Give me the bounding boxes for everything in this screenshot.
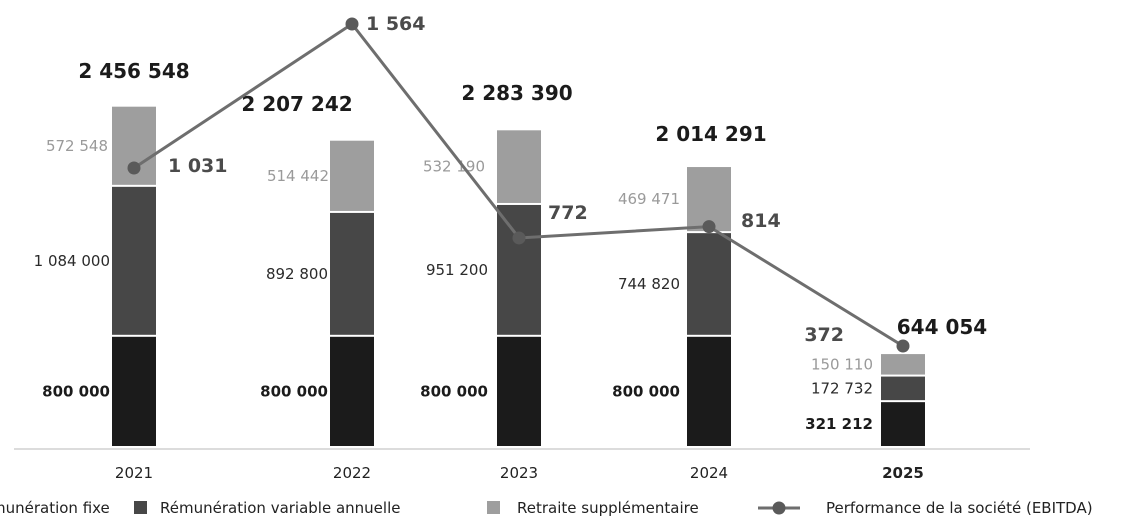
bar-segment-2022-1 [330, 336, 374, 446]
ebitda-label-2021: 1 031 [168, 155, 228, 177]
legend-label-3: Retraite supplémentaire [517, 499, 699, 517]
legend: Rémunération fixe Rémunération variable a… [0, 499, 1093, 517]
total-label-2025: 644 054 [897, 315, 987, 339]
segment-label-2024-2: 744 820 [618, 275, 680, 293]
total-label-2024: 2 014 291 [655, 122, 766, 146]
ebitda-point-2025 [896, 339, 910, 353]
segment-label-2023-2: 951 200 [426, 261, 488, 279]
x-tick-2021: 2021 [115, 464, 153, 482]
total-label-2022: 2 207 242 [241, 92, 352, 116]
segment-label-2024-1: 800 000 [612, 382, 680, 400]
segment-label-2021-3: 572 548 [46, 137, 108, 155]
bar-segment-2024-1 [687, 336, 731, 446]
ebitda-point-2023 [512, 231, 526, 245]
bar-segment-2021-1 [112, 336, 156, 446]
bar-segment-2023-1 [497, 336, 541, 446]
segment-labels-layer: 800 000 1 084 000 572 548 800 000 892 800 514… [34, 137, 873, 433]
legend-label-ebitda: Performance de la société (EBITDA) [826, 499, 1093, 517]
segment-label-2023-1: 800 000 [420, 382, 488, 400]
ebitda-point-2022 [345, 17, 359, 31]
bar-segment-2021-2 [112, 186, 156, 335]
x-tick-2025: 2025 [882, 464, 924, 482]
bar-segment-2022-3 [330, 140, 374, 211]
legend-label-2: Rémunération variable annuelle [160, 499, 400, 517]
segment-label-2021-2: 1 084 000 [34, 252, 110, 270]
ebitda-point-2024 [702, 220, 716, 234]
x-tick-2023: 2023 [500, 464, 538, 482]
segment-label-2025-3: 150 110 [811, 355, 873, 373]
ebitda-label-2025: 372 [804, 324, 844, 346]
x-ticks-layer: 2021 2022 2023 2024 2025 [115, 464, 924, 482]
total-label-2021: 2 456 548 [78, 59, 189, 83]
totals-layer: 2 456 548 2 207 242 2 283 390 2 014 291 644 … [78, 59, 987, 339]
x-tick-2022: 2022 [333, 464, 371, 482]
legend-line-marker [772, 501, 786, 515]
ebitda-label-2024: 814 [741, 210, 781, 232]
ebitda-line-layer: 1 031 1 564 772 814 372 [127, 13, 910, 353]
bar-segment-2023-2 [497, 204, 541, 335]
ebitda-label-2023: 772 [548, 202, 588, 224]
segment-label-2025-1: 321 212 [805, 415, 873, 433]
segment-label-2022-3: 514 442 [267, 167, 329, 185]
bar-segment-2022-2 [330, 212, 374, 335]
legend-label-1: Rémunération fixe [0, 499, 110, 517]
segment-label-2023-3: 532 190 [423, 158, 485, 176]
bar-segment-2025-2 [881, 376, 925, 401]
legend-swatch-3 [487, 501, 500, 514]
x-tick-2024: 2024 [690, 464, 728, 482]
segment-label-2024-3: 469 471 [618, 190, 680, 208]
bar-segment-2024-2 [687, 233, 731, 335]
legend-swatch-2 [134, 501, 147, 514]
ebitda-label-2022: 1 564 [366, 13, 426, 35]
segment-label-2022-2: 892 800 [266, 265, 328, 283]
bar-segment-2023-3 [497, 130, 541, 203]
ebitda-point-2021 [127, 161, 141, 175]
segment-label-2022-1: 800 000 [260, 382, 328, 400]
total-label-2023: 2 283 390 [461, 81, 572, 105]
bar-segment-2025-3 [881, 354, 925, 375]
bars-layer [112, 106, 925, 446]
segment-label-2021-1: 800 000 [42, 382, 110, 400]
bar-segment-2025-1 [881, 402, 925, 446]
segment-label-2025-2: 172 732 [811, 379, 873, 397]
